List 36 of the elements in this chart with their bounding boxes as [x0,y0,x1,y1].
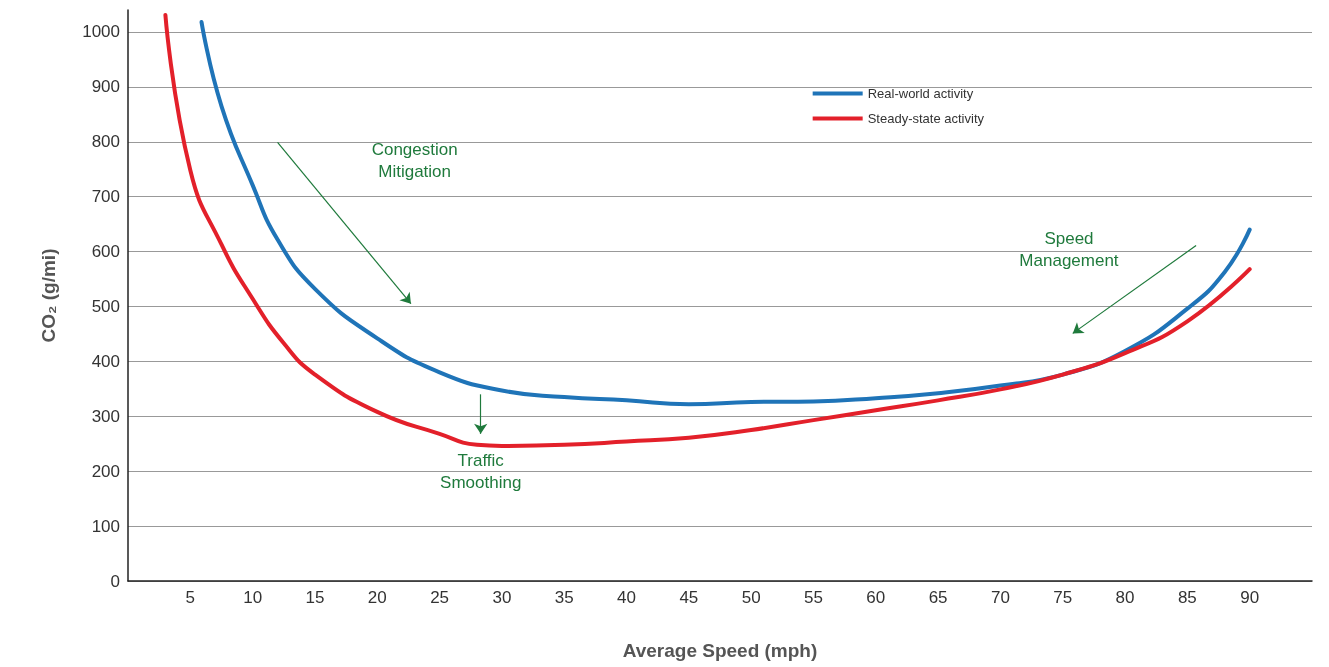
legend-label: Real-world activity [867,86,974,101]
y-tick-label: 100 [91,516,120,536]
y-tick-label: 300 [91,406,120,426]
y-tick-label: 200 [91,461,120,481]
y-tick-label: 0 [110,571,120,591]
y-tick-label: 500 [91,296,120,316]
annotation: Speed Management [1019,228,1119,270]
x-tick-label: 85 [1177,588,1197,607]
annotation: Traffic Smoothing [440,450,522,492]
x-tick-label: 70 [990,588,1010,607]
x-tick-label: 65 [928,588,948,607]
y-tick-label: 1000 [82,22,120,42]
x-tick-label: 40 [617,588,636,607]
y-tick-label: 800 [91,132,120,152]
x-tick-label: 35 [554,588,574,607]
y-tick-label: 900 [91,77,120,97]
y-tick-label: 700 [91,187,120,207]
legend-label: Steady-state activity [867,111,985,126]
x-tick-label: 55 [804,588,823,607]
x-tick-label: 60 [866,588,886,607]
x-axis-title: Average Speed (mph) [622,640,818,661]
y-axis-title: CO₂ (g/mi) [38,248,59,343]
x-tick-label: 30 [492,588,512,607]
annotation: Congestion Mitigation [371,140,458,182]
x-tick-label: 90 [1240,588,1260,607]
y-tick-label: 600 [91,242,120,262]
x-tick-label: 45 [679,588,699,607]
x-tick-label: 20 [367,588,387,607]
x-tick-label: 25 [430,588,450,607]
x-tick-label: 5 [185,588,196,607]
y-tick-label: 400 [91,351,120,371]
x-tick-label: 75 [1053,588,1073,607]
x-tick-label: 15 [305,588,325,607]
x-tick-label: 50 [741,588,761,607]
x-tick-label: 80 [1115,588,1135,607]
x-tick-label: 10 [243,588,263,607]
